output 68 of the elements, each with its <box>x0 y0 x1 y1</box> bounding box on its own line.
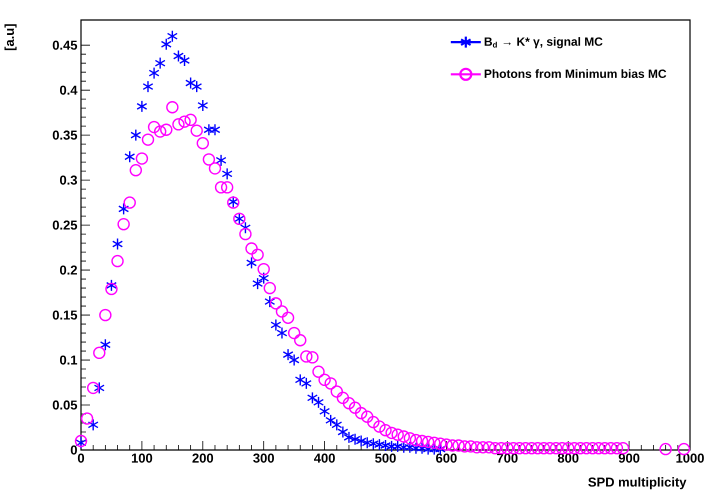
x-tick-label: 400 <box>314 454 335 463</box>
point <box>410 442 422 454</box>
x-tick-label: 500 <box>375 454 396 463</box>
point <box>106 279 117 292</box>
point <box>356 434 367 448</box>
point <box>185 76 196 90</box>
y-tick-label: 0.1 <box>60 355 78 365</box>
point <box>362 436 373 450</box>
point <box>392 440 404 453</box>
x-axis-title: SPD multiplicity <box>588 477 686 490</box>
point <box>191 80 202 93</box>
point <box>88 418 99 432</box>
point <box>216 154 227 167</box>
point <box>380 439 391 452</box>
point <box>428 442 440 456</box>
point <box>160 38 172 50</box>
point <box>112 238 124 250</box>
point <box>258 272 270 284</box>
point <box>148 66 160 80</box>
y-tick-label: 0.2 <box>60 265 77 275</box>
x-tick-label: 800 <box>558 454 578 463</box>
point <box>166 30 178 42</box>
point <box>222 168 233 180</box>
point <box>210 124 220 136</box>
point <box>422 442 434 456</box>
point <box>118 202 130 216</box>
y-tick-label: 0.4 <box>60 86 78 95</box>
point <box>246 256 257 270</box>
y-tick-label: 0.35 <box>52 130 78 140</box>
point <box>197 99 208 112</box>
point <box>264 295 276 308</box>
point <box>142 80 154 93</box>
point <box>368 438 379 450</box>
x-tick-label: 1000 <box>676 454 704 463</box>
point <box>294 374 306 386</box>
point <box>374 438 385 451</box>
point <box>154 56 166 70</box>
y-tick-label: 0.3 <box>60 176 78 185</box>
point <box>386 440 398 453</box>
point <box>404 441 416 454</box>
point <box>416 442 428 454</box>
x-tick-label: 200 <box>192 454 214 463</box>
point <box>203 124 214 136</box>
y-axis-title: [a.u] <box>4 24 17 50</box>
y-tick-label: 0.45 <box>52 40 78 50</box>
point <box>130 128 142 142</box>
point <box>300 377 312 390</box>
x-tick-label: 100 <box>132 454 152 463</box>
x-tick-label: 900 <box>618 454 640 463</box>
point <box>398 441 410 454</box>
x-tick-label: 0 <box>78 454 84 463</box>
legend-label: B$_{d}$ → K* γ, signal MC <box>484 37 603 48</box>
y-tick-label: 0.05 <box>52 400 78 410</box>
point <box>172 50 184 62</box>
point <box>94 382 105 394</box>
y-tick-label: 0.25 <box>52 220 78 230</box>
point <box>306 392 318 404</box>
point <box>350 433 361 446</box>
legend-label: Photons from Minimum bias MC <box>484 69 666 78</box>
point <box>124 150 136 163</box>
point <box>100 338 111 351</box>
x-tick-label: 600 <box>436 454 457 463</box>
point <box>136 100 148 113</box>
x-tick-label: 300 <box>253 454 274 463</box>
point <box>252 277 264 290</box>
y-tick-label: 0 <box>70 445 77 455</box>
point <box>179 54 190 67</box>
y-tick-label: 0.15 <box>52 310 78 320</box>
